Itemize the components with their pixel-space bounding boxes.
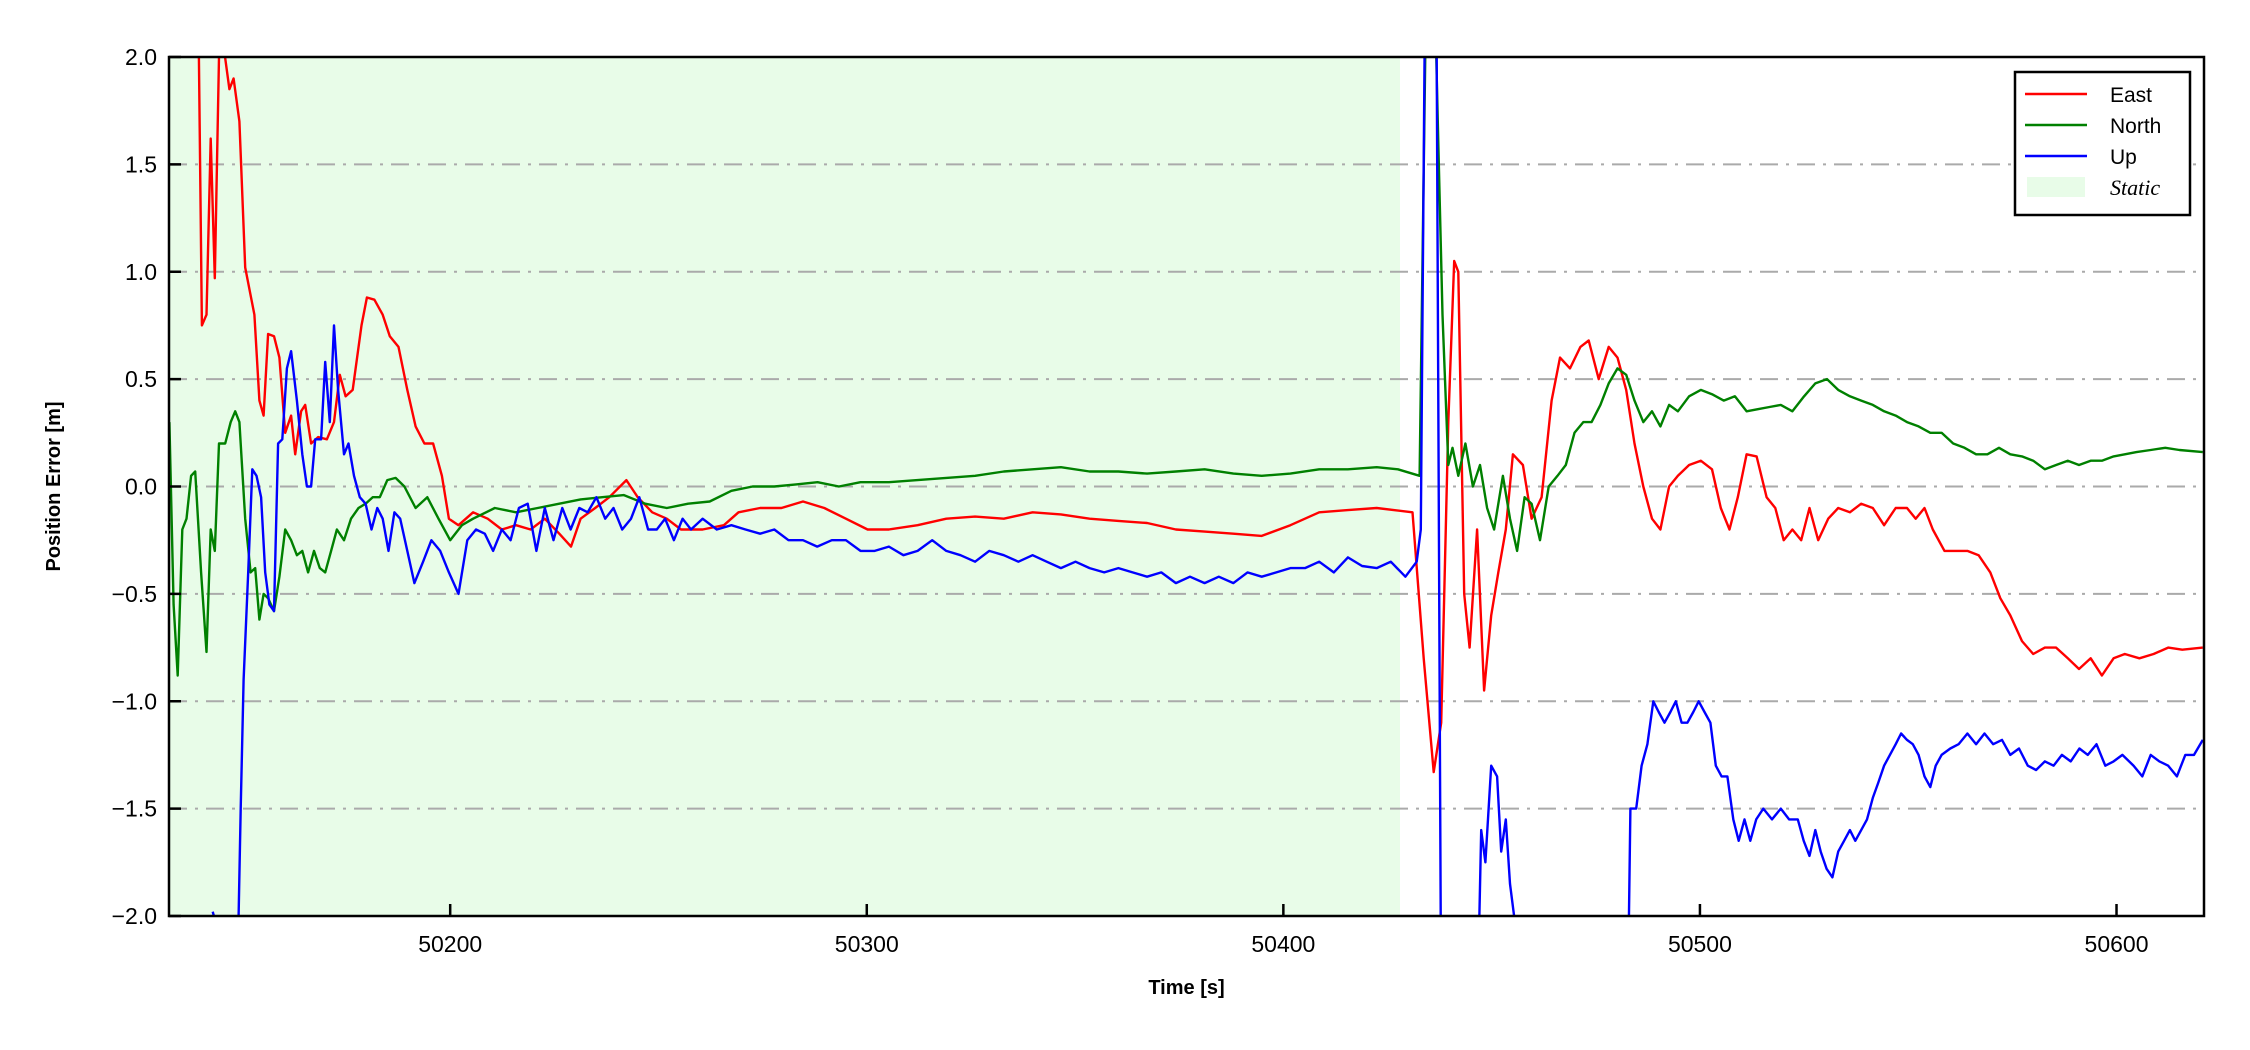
legend-label-up: Up — [2110, 146, 2137, 169]
x-axis-label: Time [s] — [1148, 977, 1224, 999]
legend-label-static: Static — [2110, 175, 2160, 200]
series-line-north — [169, 57, 2203, 677]
y-tick-label: 0.0 — [125, 474, 157, 500]
y-tick-label: −0.5 — [112, 581, 157, 607]
y-tick-label: −1.5 — [112, 796, 157, 822]
x-tick-label: 50600 — [2085, 931, 2149, 957]
y-tick-label: 1.5 — [125, 151, 157, 177]
ticks: −2.0 −1.5 −1.0 −0.5 0.0 0.5 1.0 1.5 2.0 50200 5030… — [112, 44, 2149, 957]
x-tick-label: 50300 — [835, 931, 899, 957]
y-tick-label: −1.0 — [112, 688, 157, 714]
y-tick-label: −2.0 — [112, 903, 157, 929]
legend-label-north: North — [2110, 115, 2161, 138]
y-tick-label: 1.0 — [125, 259, 157, 285]
series-line-east — [197, 57, 2203, 774]
series-line-up — [211, 57, 2204, 916]
legend: East North Up Static — [2013, 70, 2192, 217]
y-axis-label: Position Error [m] — [43, 401, 65, 571]
plot-frame — [167, 55, 2206, 918]
y-tick-label: 0.5 — [125, 366, 157, 392]
x-tick-label: 50400 — [1251, 931, 1315, 957]
x-tick-label: 50200 — [418, 931, 482, 957]
x-tick-label: 50500 — [1668, 931, 1732, 957]
legend-label-east: East — [2110, 84, 2152, 107]
y-tick-label: 2.0 — [125, 44, 157, 70]
grid — [169, 163, 2204, 810]
legend-swatch-static — [2027, 177, 2085, 197]
series-lines — [169, 57, 2204, 916]
